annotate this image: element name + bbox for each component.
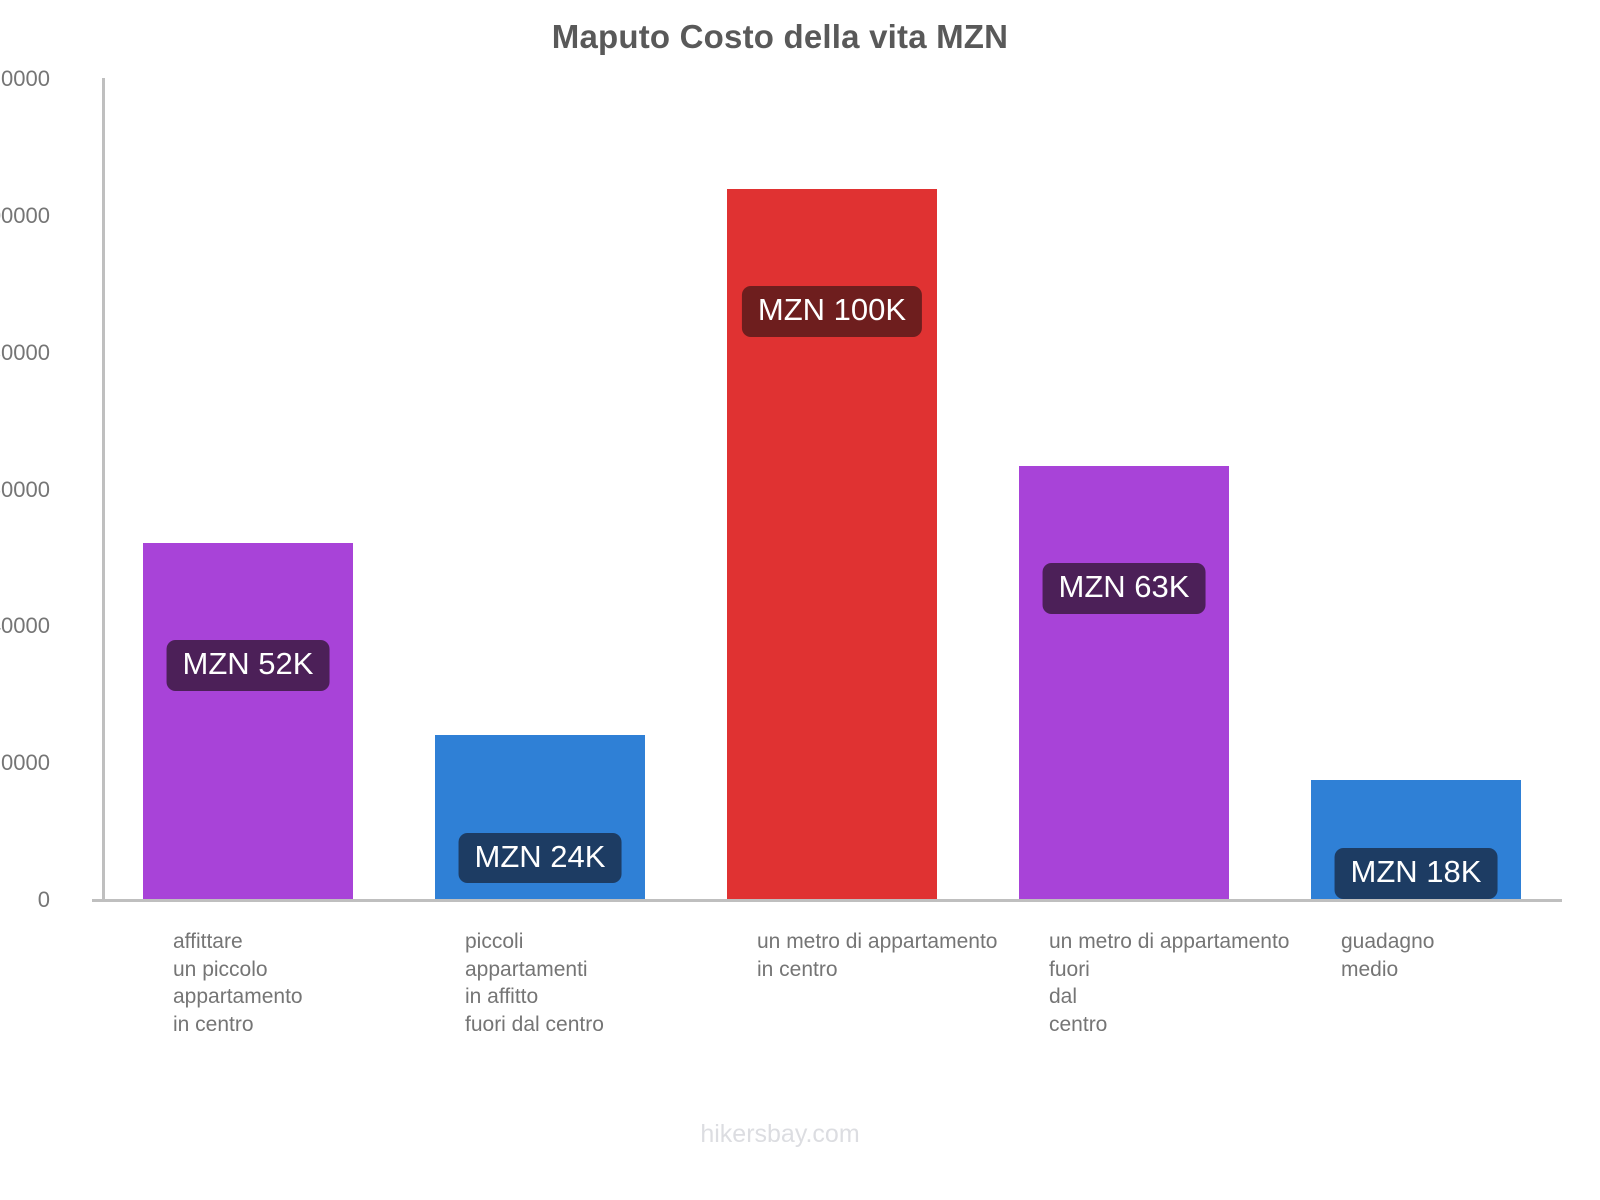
x-axis-line (92, 899, 1562, 902)
y-axis-tick-label: 40000 (0, 613, 50, 639)
x-axis-category-label: un metro di appartamento fuori dal centr… (1049, 930, 1290, 1036)
bar-group: MZN 24K (435, 78, 645, 899)
bar[interactable] (143, 542, 353, 899)
x-axis-category-label: un metro di appartamento in centro (757, 930, 998, 981)
bar-group: MZN 63K (1019, 78, 1229, 899)
x-axis-category-label: affittare un piccolo appartamento in cen… (173, 930, 303, 1036)
bar[interactable] (1019, 465, 1229, 899)
y-axis-tick-label: 100000 (0, 202, 50, 228)
bar-value-label: MZN 63K (1042, 563, 1206, 614)
bar-value-label: MZN 100K (741, 286, 923, 337)
y-axis-tick-label: 20000 (0, 750, 50, 776)
bar-group: MZN 100K (727, 78, 937, 899)
x-axis-category-label: guadagno medio (1341, 930, 1435, 981)
bar-value-label: MZN 18K (1334, 848, 1498, 899)
x-axis-category-label: piccoli appartamenti in affitto fuori da… (465, 930, 604, 1036)
y-axis-tick-label: 0 (37, 887, 50, 912)
bar-group: MZN 52K (143, 78, 353, 899)
footer-credit: hikersbay.com (700, 1120, 860, 1148)
bar-value-label: MZN 52K (166, 640, 330, 691)
y-axis-tick-label: 80000 (0, 339, 50, 365)
y-axis-tick-label: 120000 (0, 66, 50, 91)
y-axis-line (102, 78, 105, 899)
bar-group: MZN 18K (1311, 78, 1521, 899)
page-title: Maputo Costo della vita MZN (551, 18, 1009, 55)
bar-value-label: MZN 24K (458, 832, 622, 884)
y-axis-tick-label: 60000 (0, 476, 50, 502)
plot-area: 0 20000 40000 60000 80000 100000 120000 MZN 52… (0, 66, 1562, 912)
